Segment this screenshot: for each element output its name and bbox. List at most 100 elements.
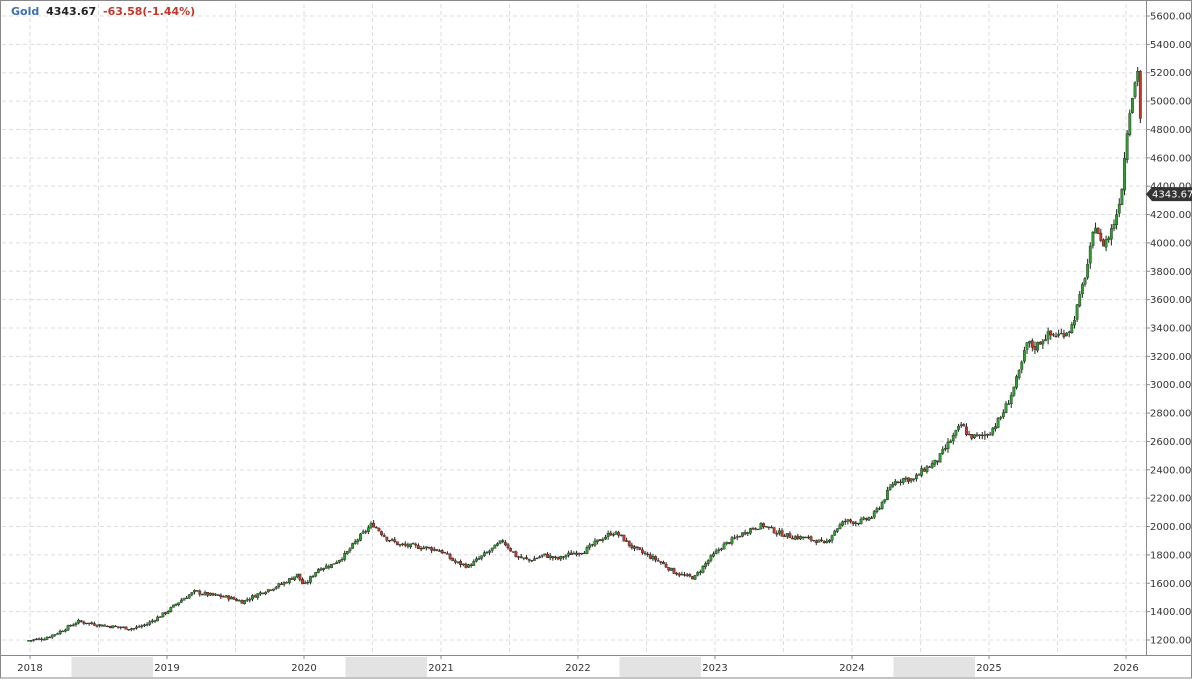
candle-up <box>904 477 908 480</box>
y-tick-label: 4600.00 <box>1150 153 1191 164</box>
candle-down <box>986 433 989 436</box>
candle-up <box>369 523 373 528</box>
candle-up <box>706 560 710 565</box>
candle-down <box>211 592 215 596</box>
candle-up <box>909 478 913 482</box>
candle-up <box>77 620 80 624</box>
candle-down <box>1102 239 1105 247</box>
y-tick-label: 5600.00 <box>1150 12 1191 23</box>
candle-up <box>883 499 887 502</box>
candle-down <box>780 530 784 537</box>
y-tick-label: 2000.00 <box>1150 522 1191 533</box>
candle-up <box>153 620 157 622</box>
candle-down <box>783 535 787 537</box>
candle-down <box>114 625 117 628</box>
candle-down <box>90 622 94 625</box>
candle-up <box>917 474 921 476</box>
candle-up <box>1028 340 1032 344</box>
candle-down <box>527 558 531 561</box>
candle-up <box>954 429 958 436</box>
candle-up <box>140 625 144 627</box>
candle-up <box>148 621 152 625</box>
candle-down <box>124 626 128 630</box>
candle-up <box>237 600 241 602</box>
candle-down <box>622 534 626 542</box>
candle-up <box>1075 304 1079 320</box>
candle-down <box>857 522 860 525</box>
candle-down <box>1054 335 1058 338</box>
candle-up <box>1036 341 1039 351</box>
candle-up <box>843 520 847 523</box>
candle-down <box>285 582 289 584</box>
candle-down <box>374 527 378 529</box>
candle-down <box>261 592 265 594</box>
candle-up <box>248 599 252 601</box>
candle-up <box>330 563 333 568</box>
candle-up <box>461 563 465 565</box>
candle-up <box>951 434 955 442</box>
candle-up <box>182 598 186 601</box>
candle-up <box>174 603 178 606</box>
candle-up <box>564 555 568 558</box>
legend-last-price: 4343.67 <box>46 5 97 18</box>
candle-up <box>614 531 618 535</box>
candle-down <box>519 556 523 559</box>
candle-down <box>469 564 473 567</box>
candle-up <box>309 576 312 583</box>
candle-up <box>50 634 54 638</box>
candle-up <box>477 558 481 560</box>
candle-down <box>970 434 974 439</box>
candle-up <box>64 629 67 632</box>
candle-up <box>698 571 702 573</box>
candle-up <box>311 576 315 578</box>
candle-up <box>841 521 845 526</box>
candle-up <box>867 517 871 521</box>
candle-up <box>588 544 592 548</box>
candle-down <box>440 550 444 554</box>
candle-up <box>696 572 700 576</box>
candle-up <box>625 540 628 542</box>
candle-up <box>930 463 934 468</box>
candle-down <box>788 533 792 539</box>
candle-down <box>975 434 979 436</box>
candle-up <box>150 620 154 623</box>
candle-up <box>878 508 881 510</box>
candle-down <box>393 539 397 542</box>
candle-down <box>654 556 657 561</box>
candle-up <box>854 522 858 524</box>
candle-up <box>132 628 136 630</box>
candle-down <box>967 433 971 436</box>
candle-up <box>1046 331 1050 340</box>
candles-group <box>27 67 1142 643</box>
candle-down <box>762 523 765 527</box>
candle-up <box>287 578 291 583</box>
candle-down <box>269 589 273 591</box>
candle-down <box>635 546 639 549</box>
candle-up <box>538 556 542 559</box>
candle-up <box>203 592 207 595</box>
candle-up <box>103 625 107 627</box>
candle-down <box>435 549 439 551</box>
candle-down <box>301 579 304 585</box>
candle-up <box>343 552 347 560</box>
candle-up <box>999 417 1003 419</box>
candle-up <box>651 556 655 560</box>
candle-up <box>169 607 173 612</box>
candle-up <box>1015 376 1018 388</box>
candle-up <box>830 535 834 541</box>
candle-up <box>870 517 874 519</box>
candle-down <box>240 600 244 604</box>
candle-down <box>864 518 868 520</box>
candle-up <box>804 537 808 539</box>
candle-up <box>532 558 536 561</box>
candle-down <box>164 612 167 614</box>
candle-up <box>490 547 494 551</box>
candle-up <box>58 630 62 634</box>
candle-up <box>983 434 987 437</box>
candle-up <box>693 575 697 580</box>
candle-down <box>100 624 104 627</box>
candle-down <box>688 574 692 577</box>
candle-up <box>833 530 837 536</box>
y-tick-label: 5000.00 <box>1150 97 1191 108</box>
